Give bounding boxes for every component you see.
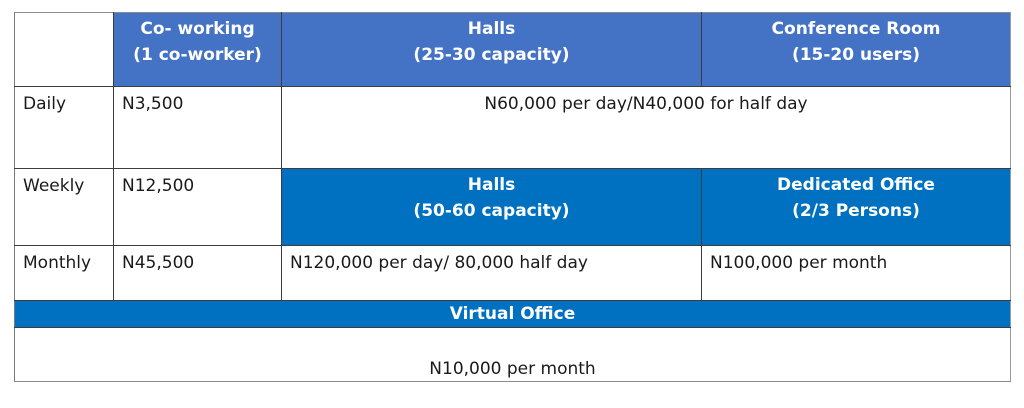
daily-label: Daily	[23, 94, 67, 114]
weekly-coworking-price: N12,500	[122, 176, 195, 196]
monthly-dedicated-cell: N100,000 per month	[701, 245, 1011, 301]
header-halls-small-title: Halls	[467, 19, 516, 39]
monthly-halls-large-cell: N120,000 per day/ 80,000 half day	[281, 245, 702, 301]
header-halls-small-subtitle: (25-30 capacity)	[413, 45, 570, 65]
header-dedicated-title: Dedicated Office	[777, 175, 935, 195]
header-halls-large-subtitle: (50-60 capacity)	[413, 201, 570, 221]
virtual-office-row: N10,000 per month	[14, 327, 1011, 382]
header-corner-cell	[14, 12, 114, 87]
header-coworking-title: Co- working	[140, 19, 255, 39]
monthly-row: Monthly N45,500 N120,000 per day/ 80,000…	[14, 245, 1011, 301]
monthly-halls-large-price: N120,000 per day/ 80,000 half day	[290, 253, 588, 273]
pricing-table: Co- working (1 co-worker) Halls (25-30 c…	[14, 12, 1011, 382]
monthly-coworking-cell: N45,500	[113, 245, 282, 301]
daily-coworking-price: N3,500	[122, 94, 184, 114]
header-halls-large: Halls (50-60 capacity)	[281, 168, 702, 246]
monthly-label: Monthly	[23, 253, 92, 273]
monthly-label-cell: Monthly	[14, 245, 114, 301]
header-row: Co- working (1 co-worker) Halls (25-30 c…	[14, 12, 1011, 87]
header-coworking: Co- working (1 co-worker)	[113, 12, 282, 87]
daily-coworking-cell: N3,500	[113, 86, 282, 169]
daily-halls-conference-price: N60,000 per day/N40,000 for half day	[484, 94, 808, 114]
header-conference-room: Conference Room (15-20 users)	[701, 12, 1011, 87]
header-conference-title: Conference Room	[771, 19, 941, 39]
virtual-office-header-row: Virtual Office	[14, 300, 1011, 328]
weekly-label: Weekly	[23, 176, 85, 196]
header-halls-large-title: Halls	[467, 175, 516, 195]
virtual-office-cell: N10,000 per month	[14, 327, 1011, 382]
header-coworking-subtitle: (1 co-worker)	[133, 45, 262, 65]
daily-row: Daily N3,500 N60,000 per day/N40,000 for…	[14, 86, 1011, 169]
monthly-coworking-price: N45,500	[122, 253, 195, 273]
header-halls-small: Halls (25-30 capacity)	[281, 12, 702, 87]
virtual-office-header: Virtual Office	[14, 300, 1011, 328]
monthly-dedicated-price: N100,000 per month	[710, 253, 888, 273]
weekly-label-cell: Weekly	[14, 168, 114, 246]
weekly-row: Weekly N12,500 Halls (50-60 capacity) De…	[14, 168, 1011, 246]
header-dedicated-office: Dedicated Office (2/3 Persons)	[701, 168, 1011, 246]
pricing-table-container: Co- working (1 co-worker) Halls (25-30 c…	[14, 12, 1011, 382]
header-dedicated-subtitle: (2/3 Persons)	[792, 201, 920, 221]
virtual-office-price: N10,000 per month	[429, 359, 596, 379]
daily-halls-conference-cell: N60,000 per day/N40,000 for half day	[281, 86, 1011, 169]
weekly-coworking-cell: N12,500	[113, 168, 282, 246]
header-conference-subtitle: (15-20 users)	[791, 45, 921, 65]
daily-label-cell: Daily	[14, 86, 114, 169]
